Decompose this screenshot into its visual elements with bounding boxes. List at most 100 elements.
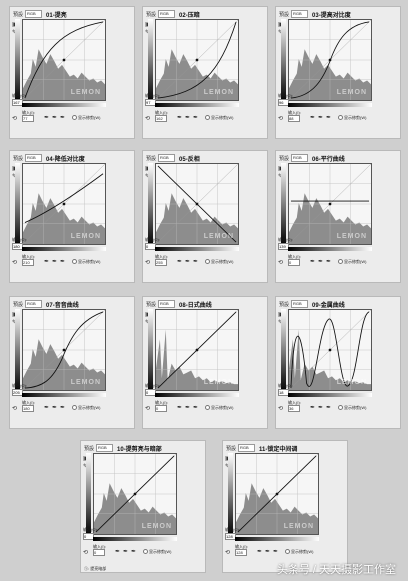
white-eyedropper-icon[interactable]: ✒ xyxy=(193,405,199,411)
black-eyedropper-icon[interactable]: ✒ xyxy=(310,259,316,265)
curve-graph[interactable]: LEMON xyxy=(22,309,106,391)
channel-select[interactable]: RGB xyxy=(158,10,176,18)
black-eyedropper-icon[interactable]: ✒ xyxy=(310,405,316,411)
pencil-icon[interactable]: ✎ xyxy=(278,319,286,327)
output-field[interactable]: 0 xyxy=(145,243,156,250)
input-field[interactable]: 36 xyxy=(288,405,300,412)
black-eyedropper-icon[interactable]: ✒ xyxy=(44,115,50,121)
black-eyedropper-icon[interactable]: ✒ xyxy=(177,259,183,265)
clip-checkbox[interactable] xyxy=(205,405,210,411)
show-clipping-option[interactable]: 显示修剪(W) xyxy=(338,259,366,265)
channel-select[interactable]: RGB xyxy=(158,300,176,308)
show-clipping-option[interactable]: 显示修剪(W) xyxy=(205,115,233,121)
white-eyedropper-icon[interactable]: ✒ xyxy=(326,259,332,265)
pencil-icon[interactable]: ✎ xyxy=(145,29,153,37)
input-field[interactable]: 88 xyxy=(288,115,300,122)
pencil-icon[interactable]: ✎ xyxy=(12,173,20,181)
channel-select[interactable]: RGB xyxy=(25,300,43,308)
curve-tool-icon[interactable]: ▣ xyxy=(83,455,91,463)
output-field[interactable]: 205 xyxy=(12,389,23,396)
white-eyedropper-icon[interactable]: ✒ xyxy=(60,115,66,121)
clip-checkbox[interactable] xyxy=(72,259,77,265)
curve-tool-icon[interactable]: ▣ xyxy=(278,21,286,29)
options-icon[interactable]: ⟲ xyxy=(12,406,18,412)
clip-checkbox[interactable] xyxy=(72,115,77,121)
input-field[interactable]: 162 xyxy=(155,115,167,122)
output-field[interactable]: 180 xyxy=(12,243,23,250)
clip-checkbox[interactable] xyxy=(338,259,343,265)
options-icon[interactable]: ⟲ xyxy=(278,116,284,122)
gray-eyedropper-icon[interactable]: ✒ xyxy=(185,405,191,411)
white-eyedropper-icon[interactable]: ✒ xyxy=(326,405,332,411)
pencil-icon[interactable]: ✎ xyxy=(145,319,153,327)
black-eyedropper-icon[interactable]: ✒ xyxy=(310,115,316,121)
input-field[interactable]: 0 xyxy=(155,405,167,412)
white-eyedropper-icon[interactable]: ✒ xyxy=(193,115,199,121)
input-field[interactable]: 77 xyxy=(22,115,34,122)
output-field[interactable]: 139 xyxy=(278,243,289,250)
show-clipping-option[interactable]: 显示修剪(W) xyxy=(72,115,100,121)
pencil-icon[interactable]: ✎ xyxy=(225,463,233,471)
black-eyedropper-icon[interactable]: ✒ xyxy=(44,259,50,265)
pencil-icon[interactable]: ✎ xyxy=(145,173,153,181)
gray-eyedropper-icon[interactable]: ✒ xyxy=(318,405,324,411)
white-eyedropper-icon[interactable]: ✒ xyxy=(60,405,66,411)
gray-eyedropper-icon[interactable]: ✒ xyxy=(185,259,191,265)
options-icon[interactable]: ⟲ xyxy=(145,406,151,412)
show-clipping-option[interactable]: 显示修剪(W) xyxy=(205,259,233,265)
channel-select[interactable]: RGB xyxy=(291,300,309,308)
clip-checkbox[interactable] xyxy=(205,259,210,265)
pencil-icon[interactable]: ✎ xyxy=(12,319,20,327)
gray-eyedropper-icon[interactable]: ✒ xyxy=(265,549,271,555)
black-eyedropper-icon[interactable]: ✒ xyxy=(44,405,50,411)
curve-tool-icon[interactable]: ▣ xyxy=(12,165,20,173)
curve-graph[interactable]: LEMON xyxy=(155,19,239,101)
white-eyedropper-icon[interactable]: ✒ xyxy=(193,259,199,265)
show-clipping-option[interactable]: 显示修剪(W) xyxy=(143,549,171,555)
gray-eyedropper-icon[interactable]: ✒ xyxy=(318,259,324,265)
input-field[interactable]: 255 xyxy=(155,259,167,266)
options-icon[interactable]: ⟲ xyxy=(145,260,151,266)
curve-tool-icon[interactable]: ▣ xyxy=(145,21,153,29)
curve-graph[interactable]: LEMON xyxy=(288,163,372,245)
input-field[interactable]: 180 xyxy=(22,405,34,412)
options-icon[interactable]: ⟲ xyxy=(12,116,18,122)
gray-eyedropper-icon[interactable]: ✒ xyxy=(52,115,58,121)
show-clipping-option[interactable]: 显示修剪(W) xyxy=(72,405,100,411)
clip-checkbox[interactable] xyxy=(338,405,343,411)
clip-checkbox[interactable] xyxy=(143,549,148,555)
output-field[interactable]: 96 xyxy=(278,99,289,106)
curve-graph[interactable]: LEMON xyxy=(155,309,239,391)
channel-select[interactable]: RGB xyxy=(291,154,309,162)
output-field[interactable]: 97 xyxy=(145,99,156,106)
white-eyedropper-icon[interactable]: ✒ xyxy=(131,549,137,555)
pencil-icon[interactable]: ✎ xyxy=(278,29,286,37)
channel-select[interactable]: RGB xyxy=(238,444,256,452)
curve-tool-icon[interactable]: ▣ xyxy=(225,455,233,463)
input-field[interactable]: 0 xyxy=(93,549,105,556)
black-eyedropper-icon[interactable]: ✒ xyxy=(177,115,183,121)
curve-graph[interactable]: LEMON xyxy=(288,19,372,101)
options-icon[interactable]: ⟲ xyxy=(225,550,231,556)
options-icon[interactable]: ⟲ xyxy=(145,116,151,122)
curve-graph[interactable]: LEMON xyxy=(235,453,319,535)
options-icon[interactable]: ⟲ xyxy=(83,550,89,556)
pencil-icon[interactable]: ✎ xyxy=(278,173,286,181)
channel-select[interactable]: RGB xyxy=(25,10,43,18)
black-eyedropper-icon[interactable]: ✒ xyxy=(257,549,263,555)
pencil-icon[interactable]: ✎ xyxy=(83,463,91,471)
curve-graph[interactable]: LEMON xyxy=(22,19,106,101)
curve-graph[interactable]: LEMON xyxy=(22,163,106,245)
white-eyedropper-icon[interactable]: ✒ xyxy=(60,259,66,265)
curve-graph[interactable]: LEMON xyxy=(93,453,177,535)
curve-tool-icon[interactable]: ▣ xyxy=(278,311,286,319)
show-clipping-option[interactable]: 显示修剪(W) xyxy=(72,259,100,265)
gray-eyedropper-icon[interactable]: ✒ xyxy=(318,115,324,121)
clip-checkbox[interactable] xyxy=(338,115,343,121)
output-field[interactable]: 0 xyxy=(83,533,94,540)
black-eyedropper-icon[interactable]: ✒ xyxy=(115,549,121,555)
clip-checkbox[interactable] xyxy=(205,115,210,121)
output-field[interactable]: 167 xyxy=(12,99,23,106)
options-icon[interactable]: ⟲ xyxy=(278,260,284,266)
curve-tool-icon[interactable]: ▣ xyxy=(12,311,20,319)
